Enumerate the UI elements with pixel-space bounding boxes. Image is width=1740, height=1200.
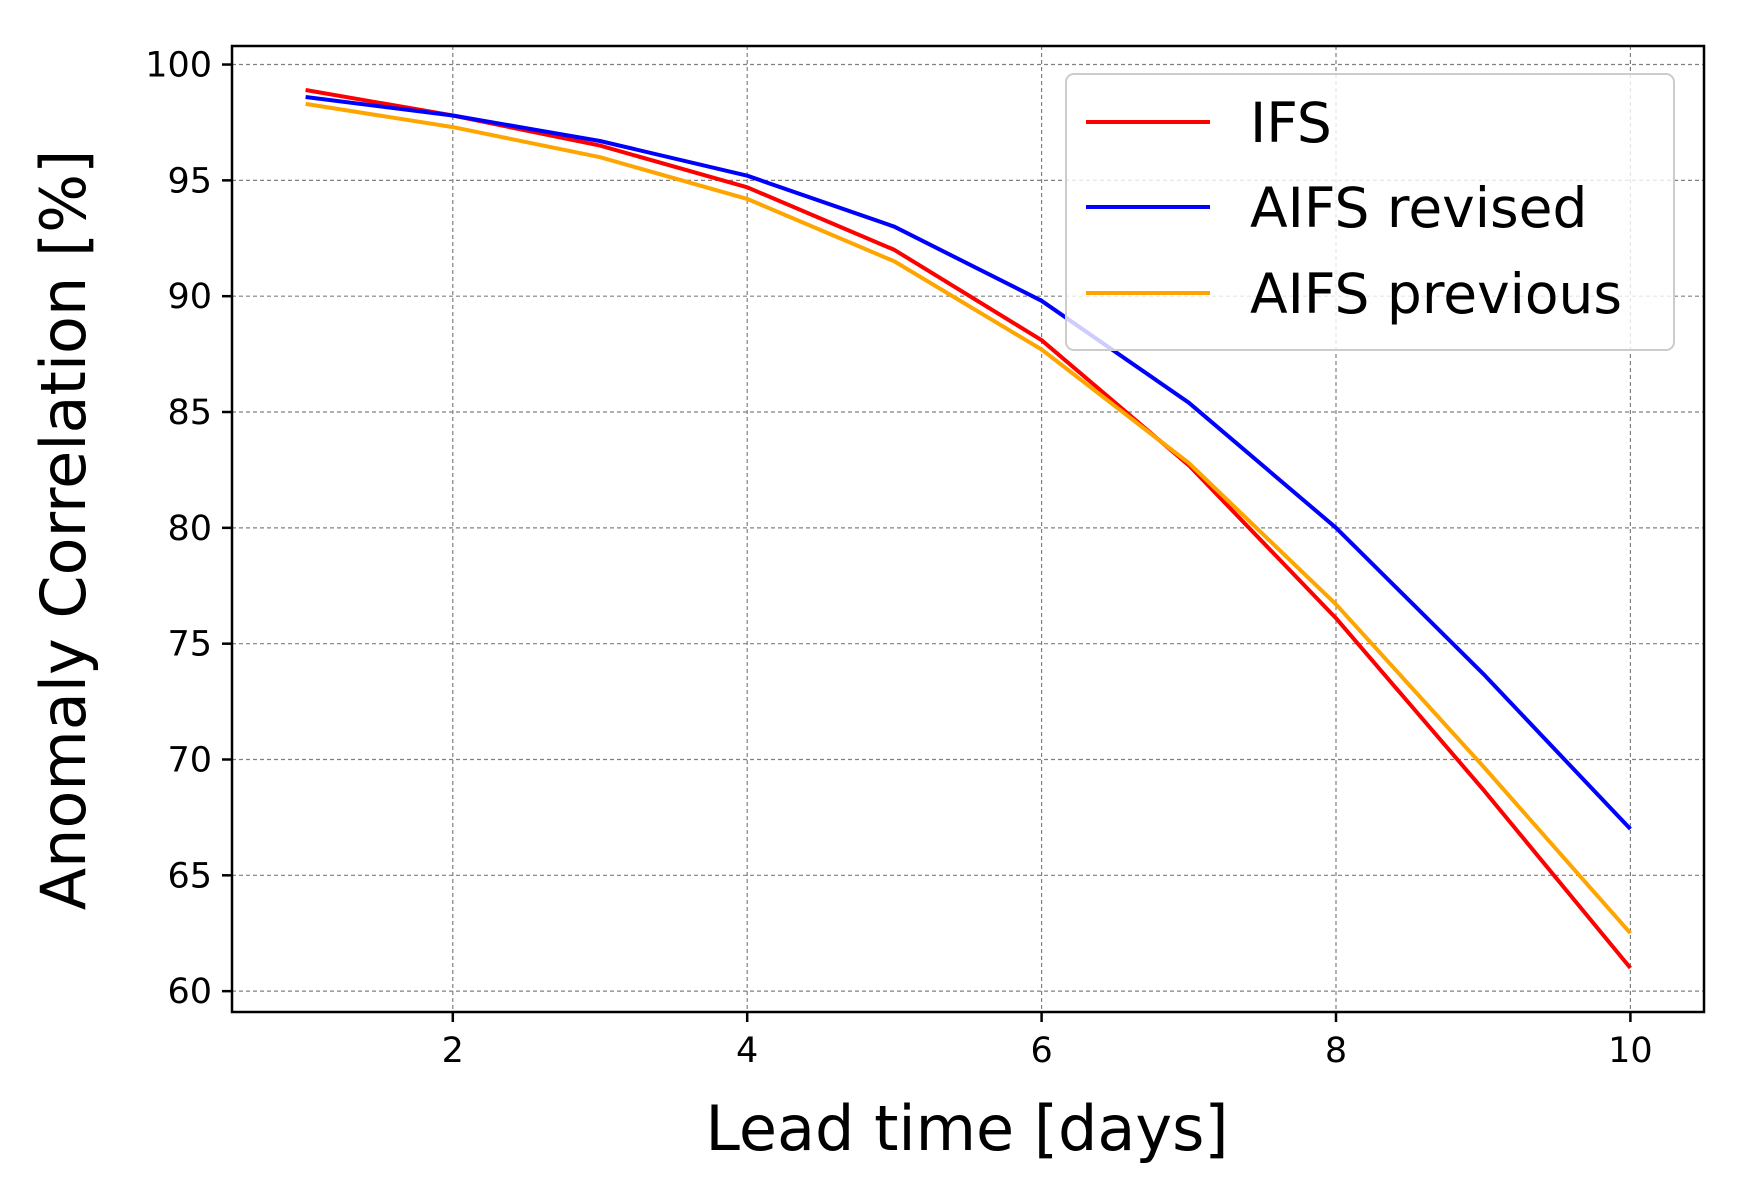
x-tick-label: 4 [736,1031,758,1071]
x-axis-title: Lead time [days] [705,1092,1228,1165]
x-tick-label: 2 [442,1031,464,1071]
series-line-aifs-previous [305,101,1632,935]
legend: IFS AIFS revised AIFS previous [1065,73,1675,351]
series-line-aifs-revised [305,95,1632,831]
tick-labels: 2 4 6 8 10 60 65 70 75 80 85 90 95 100 [145,46,1652,1071]
series-line-ifs [305,88,1632,970]
y-tick-label: 70 [167,740,212,780]
y-tick-label: 60 [167,972,212,1012]
y-tick-label: 100 [145,46,212,86]
y-tick-label: 85 [167,393,212,433]
tick-marks [222,63,1632,1022]
legend-label-ifs: IFS [1250,91,1332,155]
legend-label-aifs-revised: AIFS revised [1250,176,1587,240]
y-tick-label: 95 [167,161,212,201]
y-tick-label: 90 [167,277,212,317]
y-tick-label: 65 [167,856,212,896]
x-tick-label: 10 [1608,1031,1653,1071]
legend-label-aifs-previous: AIFS previous [1250,262,1622,326]
legend-items: IFS AIFS revised AIFS previous [1086,91,1622,326]
x-tick-label: 8 [1325,1031,1347,1071]
x-tick-label: 6 [1030,1031,1052,1071]
legend-box [1065,73,1675,351]
series-layer [305,88,1632,970]
y-tick-label: 80 [167,509,212,549]
y-tick-label: 75 [167,625,212,665]
y-axis-title: Anomaly Correlation [%] [27,150,100,911]
